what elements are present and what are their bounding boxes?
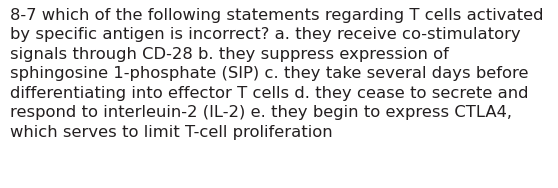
Text: 8-7 which of the following statements regarding T cells activated
by specific an: 8-7 which of the following statements re… xyxy=(10,8,543,140)
